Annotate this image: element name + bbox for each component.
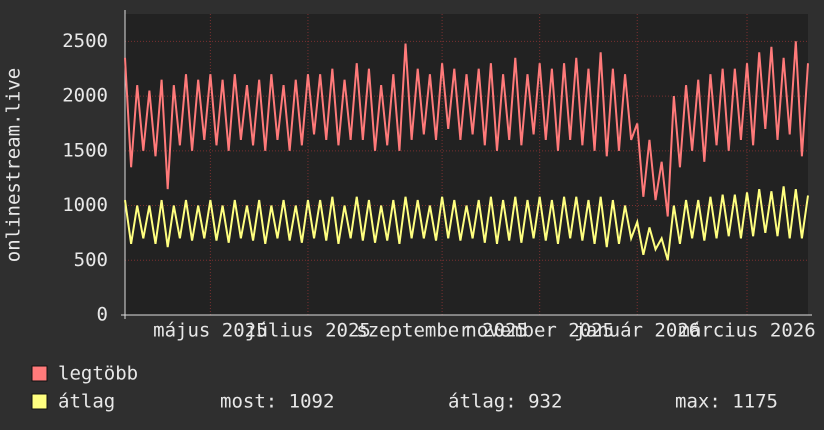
x-tick-label: január 2026 <box>574 320 700 342</box>
y-tick-label: 2500 <box>62 30 108 52</box>
legend-label: legtöbb <box>58 363 138 385</box>
legend: legtöbb átlag most: 1092 átlag: 932 max: 117… <box>31 363 778 413</box>
stat-label: most: 1092 <box>220 391 334 413</box>
plot <box>121 10 812 319</box>
plot-area <box>125 14 808 315</box>
series-line <box>124 41 809 217</box>
x-tick-label: május 2025 <box>153 320 267 342</box>
y-tick-label: 1000 <box>62 194 108 216</box>
legend-swatch <box>31 393 48 410</box>
series-line <box>124 186 809 261</box>
y-axis-label: onlinestream.live <box>3 68 25 262</box>
x-tick-label: március 2026 <box>678 320 815 342</box>
legend-label: átlag <box>58 391 115 413</box>
y-tick-label: 1500 <box>62 139 108 161</box>
y-tick-label: 500 <box>74 249 108 271</box>
x-tick-label: szeptember 2025 <box>356 320 528 342</box>
y-tick-label: 2000 <box>62 85 108 107</box>
x-tick-label: november 2025 <box>465 320 614 342</box>
stat-label: max: 1175 <box>675 391 778 413</box>
stat-label: átlag: 932 <box>448 391 562 413</box>
y-tick-label: 0 <box>97 304 108 326</box>
legend-swatch <box>31 365 48 382</box>
x-tick-label: július 2025 <box>245 320 371 342</box>
